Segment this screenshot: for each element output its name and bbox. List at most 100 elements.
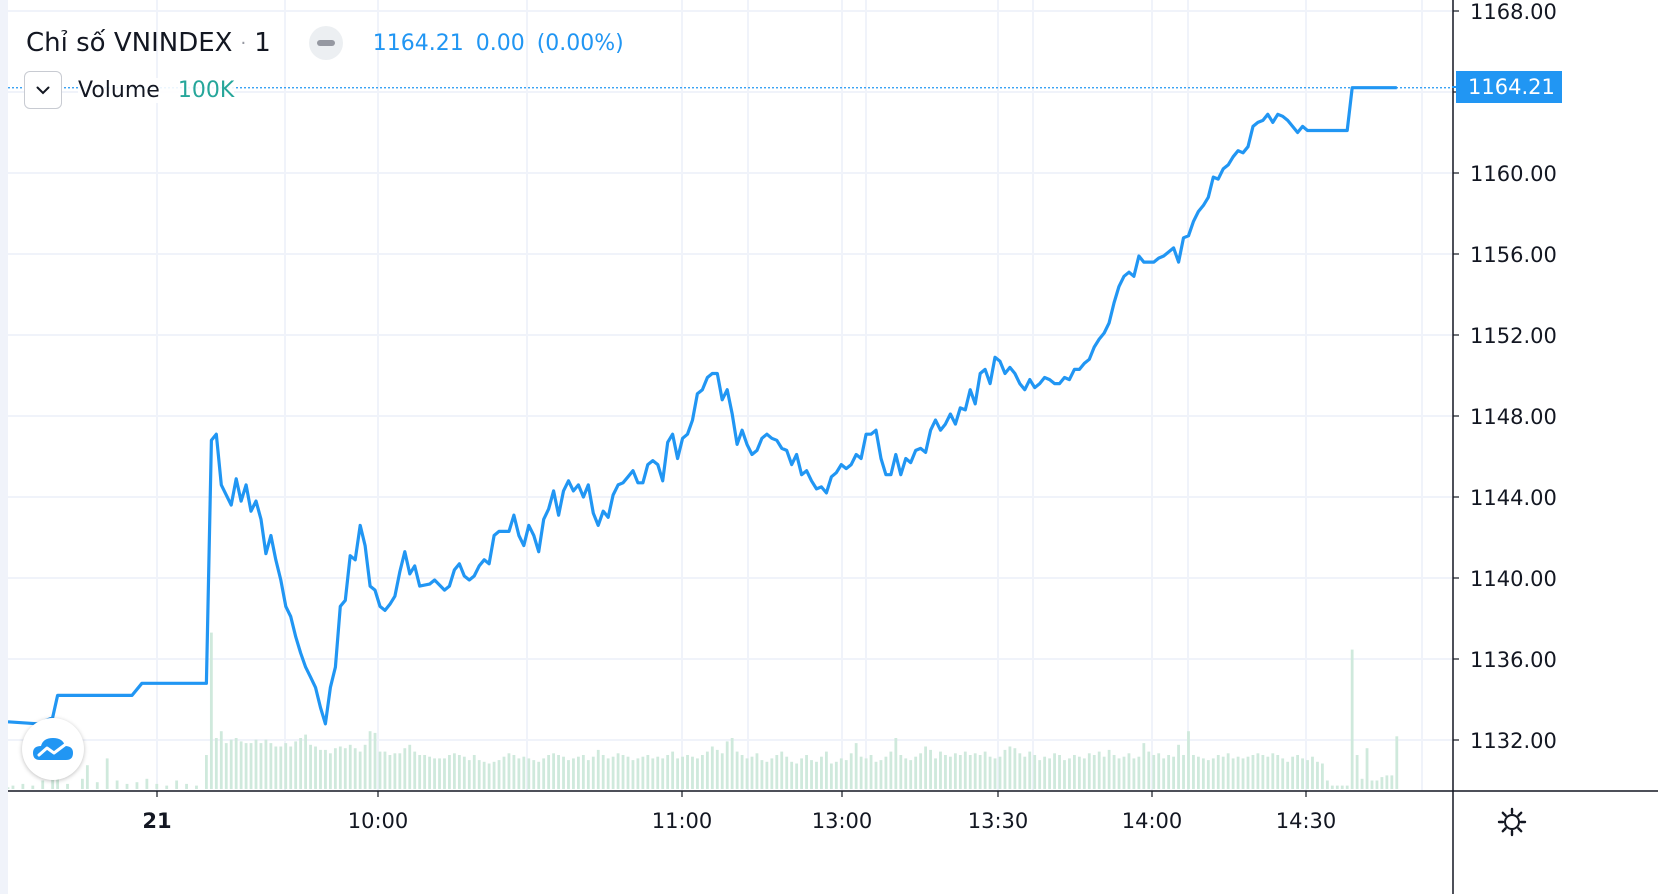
volume-bar [209,632,213,789]
volume-bar [790,761,794,789]
volume-bar [1107,749,1111,789]
volume-bar [988,756,992,789]
volume-bar [41,780,45,789]
volume-bar [1167,755,1171,789]
volume-bar [1127,753,1131,789]
eye-toggle-icon[interactable] [308,26,343,60]
volume-bar [993,758,997,789]
price-axis[interactable]: 1132.00 1136.00 1140.00 1144.00 1148.00 1152.… [1453,0,1557,753]
volume-bar [934,758,937,789]
volume-bar [879,760,883,789]
volume-bar [735,751,739,789]
volume-bar [740,755,744,789]
volume-bar [85,765,89,789]
volume-bar [815,761,818,789]
volume-bar [383,751,387,789]
volume-bar [705,751,709,789]
volume-bar [249,743,253,789]
volume-bar [482,761,486,789]
volume-bar [1335,785,1339,789]
volume-value: 100K [177,77,235,103]
volume-bar [1087,753,1091,789]
volume-bar [1048,758,1051,789]
volume-bar [577,756,580,789]
volume-bar [671,751,675,789]
volume-bar [691,756,694,789]
volume-bar [66,783,69,789]
volume-bar [537,761,541,789]
volume-bar [701,755,704,789]
volume-bar [949,756,952,789]
volume-bar [750,756,754,789]
time-axis[interactable]: 21 10:00 11:00 13:00 13:30 14:00 14:30 [142,791,1336,833]
volume-bar [1316,761,1319,789]
volume-bar [477,760,481,789]
y-tick-label: 1140.00 [1470,567,1557,591]
volume-bar [135,782,139,789]
volume-bar [492,761,496,789]
volume-bar [517,758,521,789]
volume-bar [279,746,283,789]
volume-bar [1221,756,1225,789]
volume-bar [869,755,873,789]
volume-bar [760,760,764,789]
volume-bar [1112,755,1116,789]
volume-bar [914,756,918,789]
y-tick-label: 1144.00 [1470,486,1557,510]
volume-bar [696,758,699,789]
volume-bar [1276,755,1280,789]
volume-bar [651,758,655,789]
volume-bar [234,738,238,789]
volume-series [6,632,1399,789]
legend-main-series[interactable]: Chỉ số VNINDEX · 1 1164.21 0.00 (0.00%) [26,24,636,62]
volume-bar [472,755,476,789]
volume-bar [1256,753,1260,789]
y-tick-label: 1148.00 [1470,405,1557,429]
volume-bar [1033,755,1037,789]
volume-bar [1365,748,1369,789]
volume-bar [115,780,119,789]
volume-bar [829,763,833,789]
legend-volume[interactable]: Volume 100K [24,70,235,110]
symbol-name[interactable]: Chỉ số VNINDEX [26,28,233,58]
volume-bar [636,758,640,789]
volume-bar [1122,756,1126,789]
volume-bar [1271,753,1275,789]
volume-bar [1152,755,1156,789]
volume-bar [1370,780,1374,789]
volume-bar [686,755,689,789]
gear-icon[interactable] [1494,804,1530,840]
x-tick-label: 10:00 [348,809,409,833]
volume-bar [710,746,714,789]
volume-bar [810,760,813,789]
volume-bar [378,751,382,789]
volume-bar [1345,785,1349,789]
volume-bar [269,743,273,789]
volume-bar [224,743,228,789]
volume-bar [353,748,357,789]
volume-bar [1162,758,1166,789]
volume-bar [145,778,149,789]
volume-bar [413,751,417,789]
volume-bar [1003,749,1007,789]
volume-bar [631,760,635,789]
volume-bar [800,758,803,789]
volume-bar [289,746,293,789]
volume-bar [274,746,278,789]
volume-bar [453,753,456,789]
volume-bar [676,758,679,789]
volume-bar [264,739,268,789]
volume-bar [1192,755,1195,789]
volume-bar [1360,778,1364,789]
volume-bar [745,758,749,789]
volume-bar [572,758,575,789]
volume-bar [929,749,932,789]
volume-bar [1063,760,1066,789]
volume-bar [775,755,779,789]
volume-bar [765,761,769,789]
volume-bar [730,738,734,789]
tradingview-cloud-icon[interactable] [22,718,84,780]
collapse-legend-button[interactable] [24,71,62,109]
volume-bar [1201,758,1205,789]
